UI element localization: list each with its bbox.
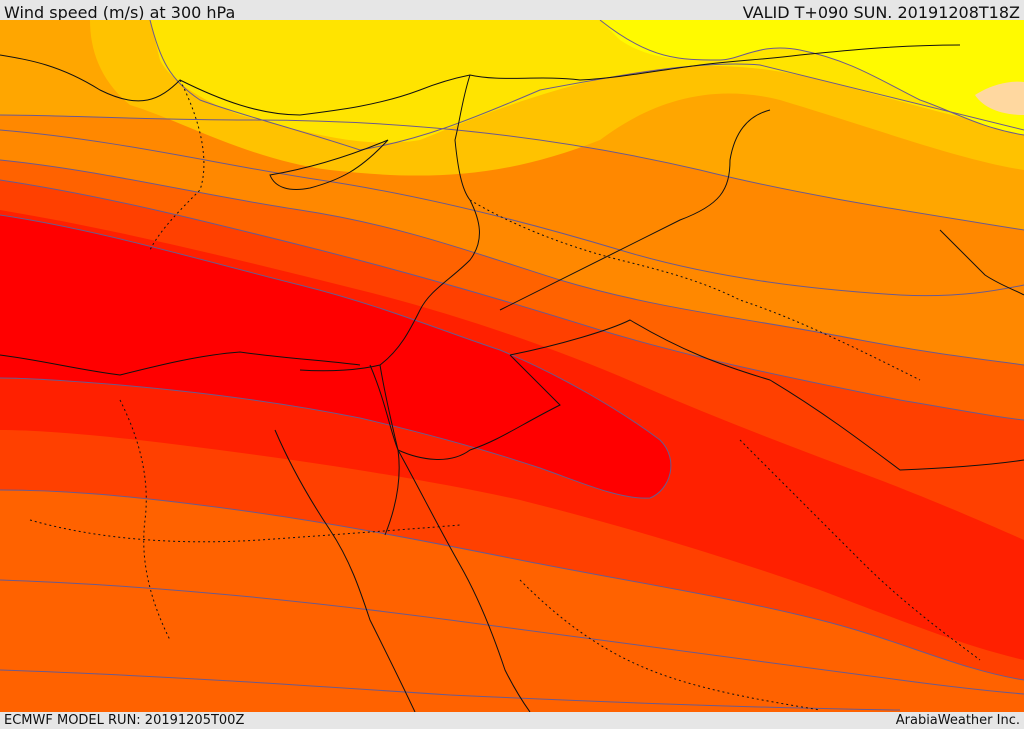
header-bar	[0, 0, 1024, 20]
contour-3	[0, 159, 1024, 366]
wind-speed-map[interactable]	[0, 20, 1024, 712]
coast-cyprus	[269, 139, 389, 190]
coast-north-africa	[0, 351, 361, 376]
valid-time: VALID T+090 SUN. 20191208T18Z	[742, 3, 1020, 22]
contour-8	[0, 669, 901, 711]
map-title: Wind speed (m/s) at 300 hPa	[4, 3, 236, 22]
credit: ArabiaWeather Inc.	[895, 713, 1020, 728]
boundaries	[369, 109, 1024, 471]
peak-yellow	[600, 20, 1024, 135]
coast-red-sea-east	[397, 449, 531, 712]
border-1	[149, 79, 205, 251]
border-5	[739, 439, 981, 661]
boundary-2	[509, 319, 1024, 471]
boundary-3	[369, 354, 561, 460]
band-red-core	[0, 215, 671, 499]
contour-10	[599, 20, 1024, 136]
coast-turkey	[0, 44, 961, 116]
contour-7	[0, 579, 1024, 695]
footer-bar	[0, 712, 1024, 729]
coastlines	[0, 44, 1024, 712]
contour-2	[0, 129, 1024, 297]
contour-6	[0, 489, 1024, 681]
contour-1	[0, 114, 1024, 231]
boundary-1	[499, 109, 771, 311]
contour-lines	[0, 20, 1024, 711]
border-2	[469, 199, 921, 381]
coast-gulf	[939, 229, 1024, 296]
highlight-pale	[975, 81, 1024, 115]
contour-9	[149, 20, 1024, 151]
contour-4	[0, 179, 1024, 421]
model-run: ECMWF MODEL RUN: 20191205T00Z	[4, 713, 245, 728]
border-4	[519, 579, 821, 711]
contour-5	[0, 214, 672, 499]
borders	[29, 79, 981, 711]
border-6	[29, 519, 461, 543]
coast-red-sea-west	[274, 429, 416, 712]
